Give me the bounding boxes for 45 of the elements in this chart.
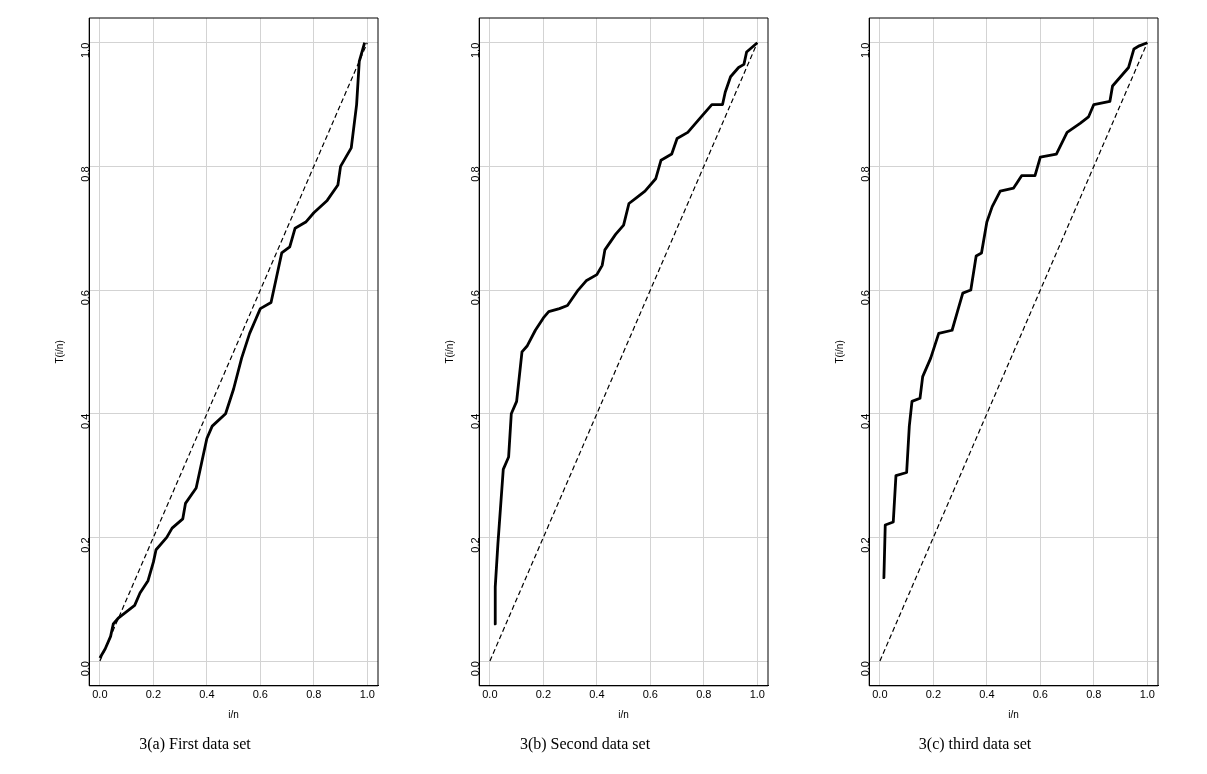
text: 3(a) First data set (138, 735, 252, 753)
x-tick-label: 0.4 (199, 688, 215, 701)
x-tick-label: 0.0 (482, 688, 498, 701)
x-tick-label: 0.6 (1032, 688, 1048, 701)
y-tick-label: 0.4 (469, 413, 482, 430)
x-tick-label: 0.4 (979, 688, 995, 701)
x-axis-title: i/n (618, 708, 629, 720)
x-tick-label: 0.6 (642, 688, 658, 701)
y-axis-title: T(i/n) (833, 340, 845, 364)
y-tick-label: 0.2 (469, 537, 482, 553)
y-axis-title: T(i/n) (53, 340, 65, 364)
y-tick-label: 0.2 (79, 537, 92, 553)
y-tick-label: 0.6 (859, 290, 872, 306)
text: 3(c) third data set (917, 735, 1033, 753)
y-tick-label: 0.4 (859, 413, 872, 430)
y-tick-label: 0.0 (79, 661, 92, 677)
x-tick-label: 0.0 (872, 688, 888, 701)
y-tick-label: 0.0 (859, 661, 872, 677)
x-tick-label: 1.0 (359, 688, 375, 701)
y-tick-label: 0.4 (79, 413, 92, 430)
y-tick-label: 1.0 (859, 42, 872, 59)
y-tick-label: 0.6 (469, 290, 482, 306)
x-tick-label: 0.0 (92, 688, 108, 701)
y-tick-label: 0.8 (79, 166, 92, 182)
x-tick-label: 0.8 (1086, 688, 1102, 701)
y-tick-label: 0.8 (469, 166, 482, 182)
x-tick-label: 0.2 (535, 688, 552, 701)
x-tick-label: 0.6 (252, 688, 268, 701)
x-axis-title: i/n (1008, 708, 1019, 720)
x-tick-label: 0.2 (925, 688, 942, 701)
text: 3(b) Second data set (518, 735, 652, 753)
x-tick-label: 1.0 (1139, 688, 1155, 701)
x-tick-label: 0.8 (696, 688, 712, 701)
y-tick-label: 1.0 (469, 42, 482, 59)
y-tick-label: 0.0 (469, 661, 482, 677)
x-tick-label: 0.2 (145, 688, 162, 701)
x-axis-title: i/n (228, 708, 239, 720)
y-axis-title: T(i/n) (443, 340, 455, 364)
y-tick-label: 0.8 (859, 166, 872, 182)
y-tick-label: 0.6 (79, 290, 92, 306)
y-tick-label: 1.0 (79, 42, 92, 59)
x-tick-label: 0.8 (306, 688, 322, 701)
y-tick-label: 0.2 (859, 537, 872, 553)
x-tick-label: 0.4 (589, 688, 605, 701)
x-tick-label: 1.0 (749, 688, 765, 701)
